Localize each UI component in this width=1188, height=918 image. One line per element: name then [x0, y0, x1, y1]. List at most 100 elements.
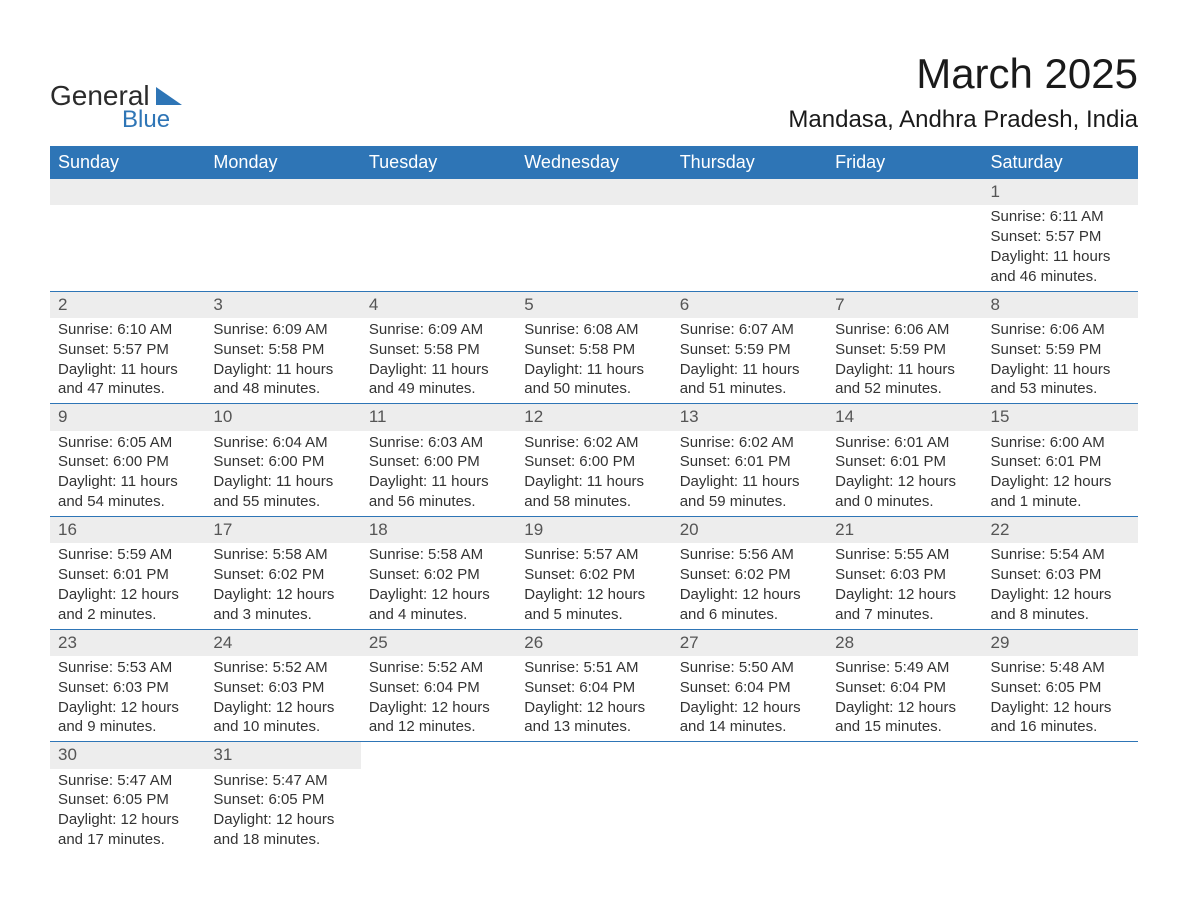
daylight-text: Daylight: 12 hours and 0 minutes. — [835, 472, 974, 512]
day-header: Tuesday — [361, 146, 516, 179]
day-number — [983, 742, 1138, 769]
daylight-text: Daylight: 11 hours and 56 minutes. — [369, 472, 508, 512]
day-number-row: 16171819202122 — [50, 516, 1138, 543]
sunset-text: Sunset: 6:01 PM — [680, 452, 819, 472]
sunset-text: Sunset: 5:57 PM — [991, 227, 1130, 247]
day-number — [672, 179, 827, 205]
daylight-text: Daylight: 12 hours and 15 minutes. — [835, 698, 974, 738]
logo-text-blue: Blue — [122, 106, 182, 134]
day-number: 11 — [361, 404, 516, 431]
sunset-text: Sunset: 6:04 PM — [835, 678, 974, 698]
day-number: 29 — [983, 629, 1138, 656]
sunrise-text: Sunrise: 5:53 AM — [58, 658, 197, 678]
day-content-row: Sunrise: 6:05 AMSunset: 6:00 PMDaylight:… — [50, 431, 1138, 517]
sunrise-text: Sunrise: 5:51 AM — [524, 658, 663, 678]
day-number: 23 — [50, 629, 205, 656]
daylight-text: Daylight: 11 hours and 51 minutes. — [680, 360, 819, 400]
sunset-text: Sunset: 6:05 PM — [991, 678, 1130, 698]
day-number: 15 — [983, 404, 1138, 431]
day-number: 21 — [827, 516, 982, 543]
day-number: 6 — [672, 291, 827, 318]
day-cell: Sunrise: 6:09 AMSunset: 5:58 PMDaylight:… — [205, 318, 360, 404]
day-number: 27 — [672, 629, 827, 656]
daylight-text: Daylight: 12 hours and 16 minutes. — [991, 698, 1130, 738]
sunrise-text: Sunrise: 6:11 AM — [991, 207, 1130, 227]
location: Mandasa, Andhra Pradesh, India — [788, 106, 1138, 134]
day-cell: Sunrise: 6:03 AMSunset: 6:00 PMDaylight:… — [361, 431, 516, 517]
sunset-text: Sunset: 5:58 PM — [213, 340, 352, 360]
day-number: 25 — [361, 629, 516, 656]
sunset-text: Sunset: 5:59 PM — [835, 340, 974, 360]
sunset-text: Sunset: 6:05 PM — [58, 790, 197, 810]
sunrise-text: Sunrise: 5:47 AM — [213, 771, 352, 791]
daylight-text: Daylight: 12 hours and 5 minutes. — [524, 585, 663, 625]
day-number: 26 — [516, 629, 671, 656]
day-number — [361, 742, 516, 769]
day-cell: Sunrise: 6:10 AMSunset: 5:57 PMDaylight:… — [50, 318, 205, 404]
day-number: 7 — [827, 291, 982, 318]
logo: General Blue — [50, 50, 182, 134]
day-content-row: Sunrise: 5:53 AMSunset: 6:03 PMDaylight:… — [50, 656, 1138, 742]
day-cell — [983, 769, 1138, 854]
sunset-text: Sunset: 6:02 PM — [524, 565, 663, 585]
sunrise-text: Sunrise: 6:09 AM — [213, 320, 352, 340]
day-content-row: Sunrise: 5:47 AMSunset: 6:05 PMDaylight:… — [50, 769, 1138, 854]
day-number — [205, 179, 360, 205]
day-cell: Sunrise: 6:05 AMSunset: 6:00 PMDaylight:… — [50, 431, 205, 517]
day-cell — [516, 769, 671, 854]
day-number: 8 — [983, 291, 1138, 318]
day-number: 24 — [205, 629, 360, 656]
sunrise-text: Sunrise: 5:58 AM — [213, 545, 352, 565]
daylight-text: Daylight: 11 hours and 46 minutes. — [991, 247, 1130, 287]
daylight-text: Daylight: 12 hours and 17 minutes. — [58, 810, 197, 850]
day-cell: Sunrise: 5:52 AMSunset: 6:03 PMDaylight:… — [205, 656, 360, 742]
daylight-text: Daylight: 12 hours and 1 minute. — [991, 472, 1130, 512]
daylight-text: Daylight: 12 hours and 7 minutes. — [835, 585, 974, 625]
sunset-text: Sunset: 6:01 PM — [835, 452, 974, 472]
day-cell: Sunrise: 5:57 AMSunset: 6:02 PMDaylight:… — [516, 543, 671, 629]
day-header-row: Sunday Monday Tuesday Wednesday Thursday… — [50, 146, 1138, 179]
header: General Blue March 2025 Mandasa, Andhra … — [50, 50, 1138, 134]
day-cell: Sunrise: 5:52 AMSunset: 6:04 PMDaylight:… — [361, 656, 516, 742]
day-cell: Sunrise: 5:53 AMSunset: 6:03 PMDaylight:… — [50, 656, 205, 742]
daylight-text: Daylight: 11 hours and 47 minutes. — [58, 360, 197, 400]
day-cell: Sunrise: 6:11 AMSunset: 5:57 PMDaylight:… — [983, 205, 1138, 291]
day-header: Sunday — [50, 146, 205, 179]
day-number: 18 — [361, 516, 516, 543]
sunset-text: Sunset: 6:04 PM — [524, 678, 663, 698]
daylight-text: Daylight: 12 hours and 2 minutes. — [58, 585, 197, 625]
day-number — [516, 742, 671, 769]
day-cell: Sunrise: 5:48 AMSunset: 6:05 PMDaylight:… — [983, 656, 1138, 742]
daylight-text: Daylight: 11 hours and 53 minutes. — [991, 360, 1130, 400]
sunrise-text: Sunrise: 6:07 AM — [680, 320, 819, 340]
day-cell: Sunrise: 5:50 AMSunset: 6:04 PMDaylight:… — [672, 656, 827, 742]
day-number: 10 — [205, 404, 360, 431]
sunset-text: Sunset: 6:02 PM — [680, 565, 819, 585]
day-number — [827, 179, 982, 205]
day-number — [672, 742, 827, 769]
day-number: 4 — [361, 291, 516, 318]
day-number — [50, 179, 205, 205]
daylight-text: Daylight: 12 hours and 10 minutes. — [213, 698, 352, 738]
sunset-text: Sunset: 5:59 PM — [680, 340, 819, 360]
sunrise-text: Sunrise: 5:57 AM — [524, 545, 663, 565]
sunset-text: Sunset: 6:05 PM — [213, 790, 352, 810]
sunset-text: Sunset: 6:01 PM — [991, 452, 1130, 472]
sunset-text: Sunset: 6:03 PM — [991, 565, 1130, 585]
day-number: 14 — [827, 404, 982, 431]
day-number-row: 9101112131415 — [50, 404, 1138, 431]
daylight-text: Daylight: 12 hours and 18 minutes. — [213, 810, 352, 850]
sunset-text: Sunset: 6:04 PM — [680, 678, 819, 698]
day-content-row: Sunrise: 6:10 AMSunset: 5:57 PMDaylight:… — [50, 318, 1138, 404]
day-cell — [672, 769, 827, 854]
sunset-text: Sunset: 6:02 PM — [369, 565, 508, 585]
day-number: 16 — [50, 516, 205, 543]
day-number: 9 — [50, 404, 205, 431]
day-number: 2 — [50, 291, 205, 318]
sunrise-text: Sunrise: 5:54 AM — [991, 545, 1130, 565]
sunset-text: Sunset: 6:00 PM — [369, 452, 508, 472]
sunrise-text: Sunrise: 5:49 AM — [835, 658, 974, 678]
day-content-row: Sunrise: 6:11 AMSunset: 5:57 PMDaylight:… — [50, 205, 1138, 291]
title-block: March 2025 Mandasa, Andhra Pradesh, Indi… — [788, 50, 1138, 134]
daylight-text: Daylight: 11 hours and 50 minutes. — [524, 360, 663, 400]
